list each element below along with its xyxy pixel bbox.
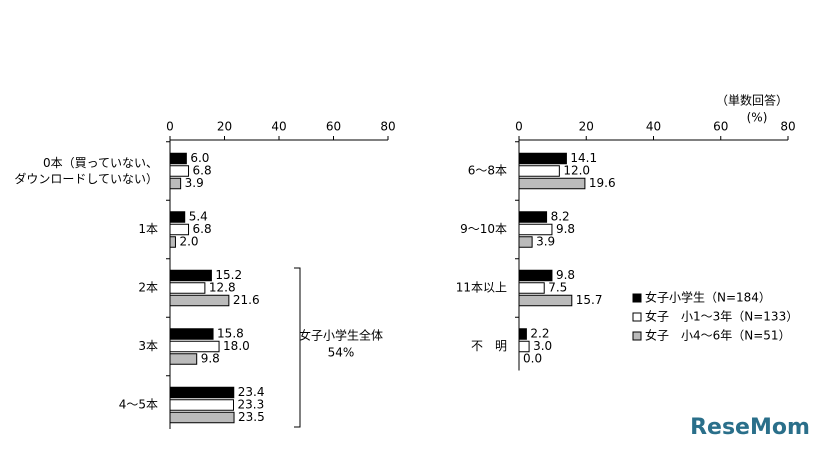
value-label: 3.9 — [536, 235, 555, 249]
value-label: 5.4 — [189, 210, 208, 224]
unit-label: (%) — [747, 111, 768, 125]
legend-swatch — [632, 293, 642, 303]
value-label: 9.8 — [556, 268, 575, 282]
x-tick-label: 80 — [780, 120, 795, 134]
category-label: 1本 — [138, 222, 158, 236]
value-label: 23.3 — [237, 398, 264, 412]
value-label: 3.9 — [185, 176, 204, 190]
bar — [169, 282, 206, 294]
legend-label: 女子 小1～3年（N=133） — [645, 309, 798, 324]
value-label: 15.2 — [215, 268, 242, 282]
watermark: ReseMom — [690, 415, 810, 440]
value-label: 21.6 — [233, 293, 260, 307]
x-tick-label: 60 — [326, 120, 341, 134]
bar — [518, 211, 548, 223]
bar — [518, 152, 567, 165]
x-tick-label: 0 — [515, 120, 523, 134]
bracket — [294, 267, 301, 428]
bar — [169, 411, 235, 424]
value-label: 3.0 — [533, 339, 552, 353]
annotation: 54% — [328, 346, 355, 360]
bar — [169, 236, 176, 248]
bar — [169, 399, 234, 411]
value-label: 18.0 — [223, 339, 250, 353]
category-label: 11本以上 — [456, 281, 507, 295]
category-label: 不 明 — [471, 339, 507, 353]
unit-label: （単数回答） — [716, 93, 788, 108]
value-label: 23.5 — [238, 410, 265, 424]
value-label: 9.8 — [556, 222, 575, 236]
bar — [169, 353, 198, 365]
value-label: 2.2 — [530, 327, 549, 341]
value-label: 14.1 — [570, 151, 597, 165]
bar — [518, 165, 560, 177]
category-label: 3本 — [138, 339, 158, 353]
legend-label: 女子 小4～6年（N=51） — [645, 328, 791, 343]
category-label: 4～5本 — [119, 398, 158, 412]
bar — [169, 223, 190, 236]
value-label: 2.0 — [179, 235, 198, 249]
bar — [169, 386, 235, 399]
bar — [169, 211, 186, 223]
category-label: 6～8本 — [468, 164, 507, 178]
bar — [169, 177, 182, 190]
bar — [169, 269, 212, 282]
annotation: 女子小学生全体 — [299, 328, 383, 343]
bar — [518, 328, 527, 340]
bar — [169, 340, 220, 353]
bar — [518, 340, 530, 353]
value-label: 23.4 — [238, 385, 265, 399]
value-label: 6.8 — [193, 222, 212, 236]
category-label: 0本（買っていない、ダウンロードしていない） — [14, 156, 158, 186]
x-tick-label: 20 — [579, 120, 594, 134]
x-tick-label: 40 — [271, 120, 286, 134]
bar — [169, 294, 230, 307]
bar — [518, 223, 553, 236]
x-tick-label: 60 — [713, 120, 728, 134]
value-label: 15.8 — [217, 327, 244, 341]
bar — [518, 236, 533, 248]
value-label: 12.0 — [563, 164, 590, 178]
value-label: 6.8 — [193, 164, 212, 178]
bar — [169, 328, 214, 340]
value-label: 6.0 — [190, 151, 209, 165]
x-tick-label: 0 — [166, 120, 174, 134]
value-label: 15.7 — [576, 293, 603, 307]
legend-label: 女子小学生（N=184） — [645, 290, 771, 305]
bar — [169, 165, 190, 177]
category-label: 9～10本 — [460, 222, 507, 236]
bar — [518, 282, 545, 294]
legend-swatch — [632, 312, 642, 322]
legend-swatch — [632, 331, 642, 341]
bar — [518, 294, 573, 307]
x-tick-label: 20 — [217, 120, 232, 134]
value-label: 12.8 — [209, 281, 236, 295]
category-label: 2本 — [138, 281, 158, 295]
bar — [518, 269, 553, 282]
x-tick-label: 80 — [380, 120, 395, 134]
value-label: 9.8 — [201, 352, 220, 366]
bar — [518, 177, 586, 190]
value-label: 8.2 — [551, 210, 570, 224]
bar — [169, 152, 187, 165]
value-label: 0.0 — [523, 352, 542, 366]
value-label: 19.6 — [589, 176, 616, 190]
x-tick-label: 40 — [646, 120, 661, 134]
value-label: 7.5 — [548, 281, 567, 295]
